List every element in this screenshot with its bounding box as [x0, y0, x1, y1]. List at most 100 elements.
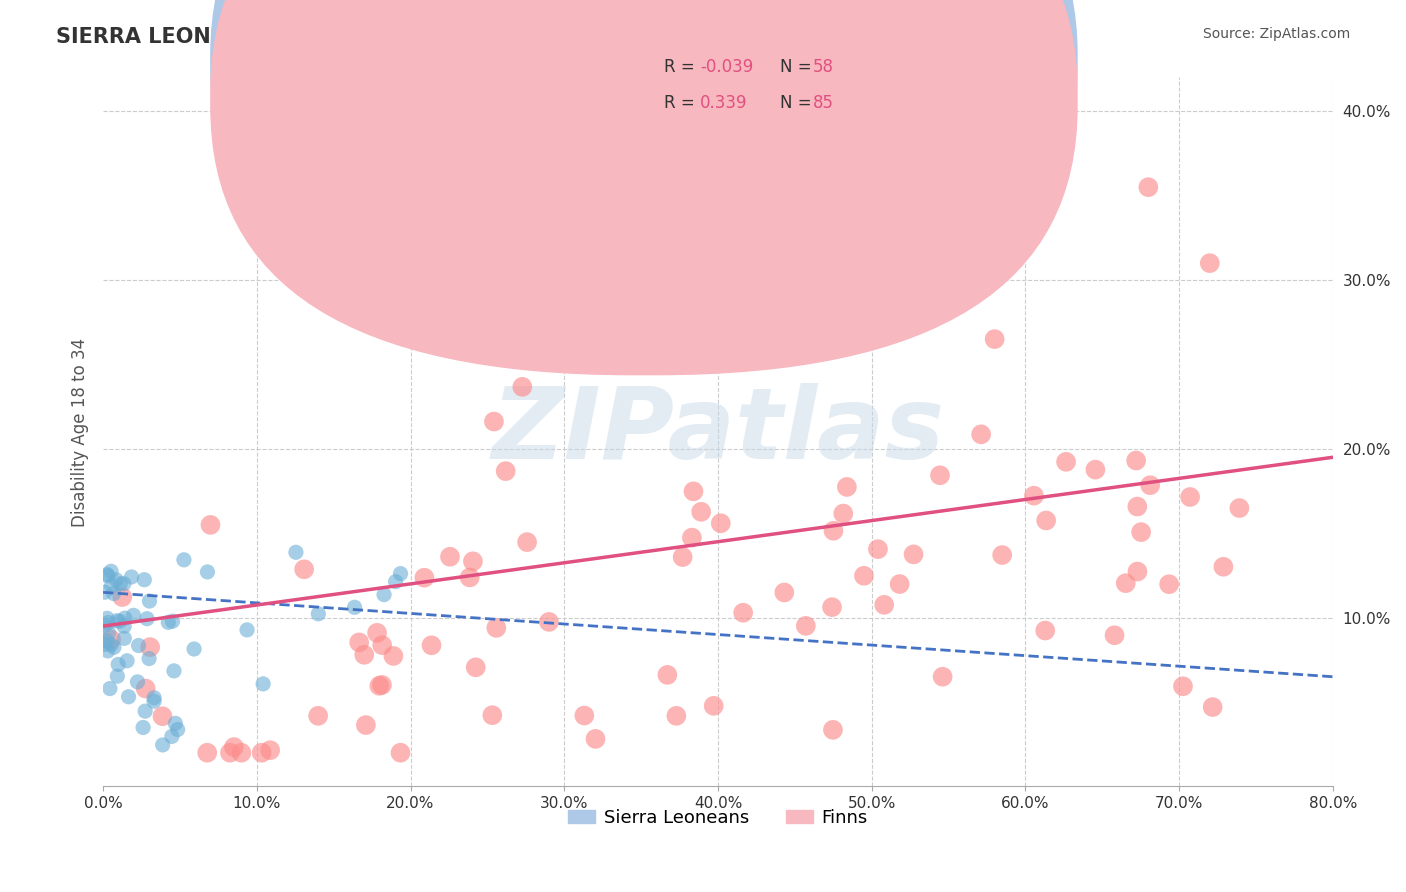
Finns [821, 600, 844, 615]
Finns [152, 709, 174, 723]
Finns [100, 632, 122, 647]
Finns [485, 621, 508, 635]
Sierra Leoneans [284, 545, 307, 559]
Finns [195, 746, 218, 760]
Finns [991, 548, 1014, 562]
Text: 85: 85 [813, 94, 834, 112]
Finns [665, 708, 688, 723]
Finns [970, 427, 993, 442]
Finns [259, 743, 281, 757]
Finns [389, 746, 412, 760]
Sierra Leoneans [373, 588, 395, 602]
Finns [1227, 501, 1250, 516]
Finns [482, 415, 505, 429]
Sierra Leoneans [122, 608, 145, 623]
Text: N =: N = [780, 94, 817, 112]
Finns [371, 678, 394, 692]
Finns [1171, 679, 1194, 693]
Finns [250, 746, 273, 760]
Sierra Leoneans [97, 615, 120, 630]
Finns [821, 723, 844, 737]
Text: N =: N = [780, 58, 817, 76]
Finns [681, 531, 703, 545]
Finns [139, 640, 162, 654]
Finns [903, 547, 925, 561]
Finns [657, 668, 679, 682]
Sierra Leoneans [96, 633, 118, 648]
Sierra Leoneans [197, 565, 219, 579]
Sierra Leoneans [165, 716, 187, 731]
Sierra Leoneans [121, 570, 143, 584]
Sierra Leoneans [103, 640, 125, 655]
Finns [929, 468, 952, 483]
Text: 58: 58 [813, 58, 834, 76]
Finns [585, 731, 607, 746]
Finns [672, 550, 695, 565]
Finns [516, 535, 538, 549]
Finns [495, 464, 517, 478]
Finns [458, 570, 481, 584]
Finns [354, 718, 377, 732]
Sierra Leoneans [252, 677, 274, 691]
Sierra Leoneans [117, 690, 139, 704]
Text: R =: R = [664, 94, 700, 112]
Finns [832, 507, 855, 521]
Finns [1126, 565, 1149, 579]
Sierra Leoneans [93, 585, 115, 599]
Finns [703, 698, 725, 713]
Sierra Leoneans [110, 576, 132, 591]
Finns [231, 746, 253, 760]
Sierra Leoneans [93, 618, 115, 632]
Finns [931, 670, 953, 684]
Finns [873, 598, 896, 612]
Finns [537, 615, 560, 629]
Finns [1125, 453, 1147, 467]
Sierra Leoneans [160, 730, 183, 744]
Y-axis label: Disability Age 18 to 34: Disability Age 18 to 34 [72, 337, 89, 526]
Finns [481, 708, 503, 723]
Sierra Leoneans [173, 553, 195, 567]
Sierra Leoneans [157, 615, 180, 630]
Sierra Leoneans [112, 632, 135, 646]
Finns [1159, 577, 1181, 591]
Finns [1130, 525, 1153, 540]
Text: -0.039: -0.039 [700, 58, 754, 76]
Sierra Leoneans [100, 564, 122, 578]
Text: R =: R = [664, 58, 700, 76]
Finns [1054, 455, 1077, 469]
Finns [823, 524, 845, 538]
Finns [461, 554, 484, 568]
Finns [1115, 576, 1137, 591]
Sierra Leoneans [100, 638, 122, 652]
Sierra Leoneans [105, 573, 128, 587]
Sierra Leoneans [112, 576, 135, 591]
Finns [835, 480, 858, 494]
Sierra Leoneans [143, 690, 166, 705]
Finns [852, 568, 875, 582]
Text: 0.339: 0.339 [700, 94, 748, 112]
Sierra Leoneans [97, 644, 120, 658]
Finns [733, 606, 755, 620]
Finns [371, 638, 394, 652]
Finns [773, 585, 796, 599]
Finns [135, 681, 157, 696]
Sierra Leoneans [152, 738, 174, 752]
Sierra Leoneans [97, 626, 120, 640]
Sierra Leoneans [108, 614, 131, 628]
Finns [1126, 500, 1149, 514]
Sierra Leoneans [384, 574, 406, 589]
Sierra Leoneans [93, 638, 115, 652]
Finns [200, 517, 222, 532]
Sierra Leoneans [100, 579, 122, 593]
Sierra Leoneans [138, 594, 160, 608]
Sierra Leoneans [112, 619, 135, 633]
Sierra Leoneans [307, 607, 329, 621]
Finns [439, 549, 461, 564]
Finns [382, 648, 405, 663]
Finns [222, 740, 245, 755]
Sierra Leoneans [389, 566, 412, 581]
Sierra Leoneans [134, 573, 156, 587]
Text: Source: ZipAtlas.com: Source: ZipAtlas.com [1202, 27, 1350, 41]
Finns [1198, 256, 1220, 270]
Finns [1178, 490, 1201, 504]
